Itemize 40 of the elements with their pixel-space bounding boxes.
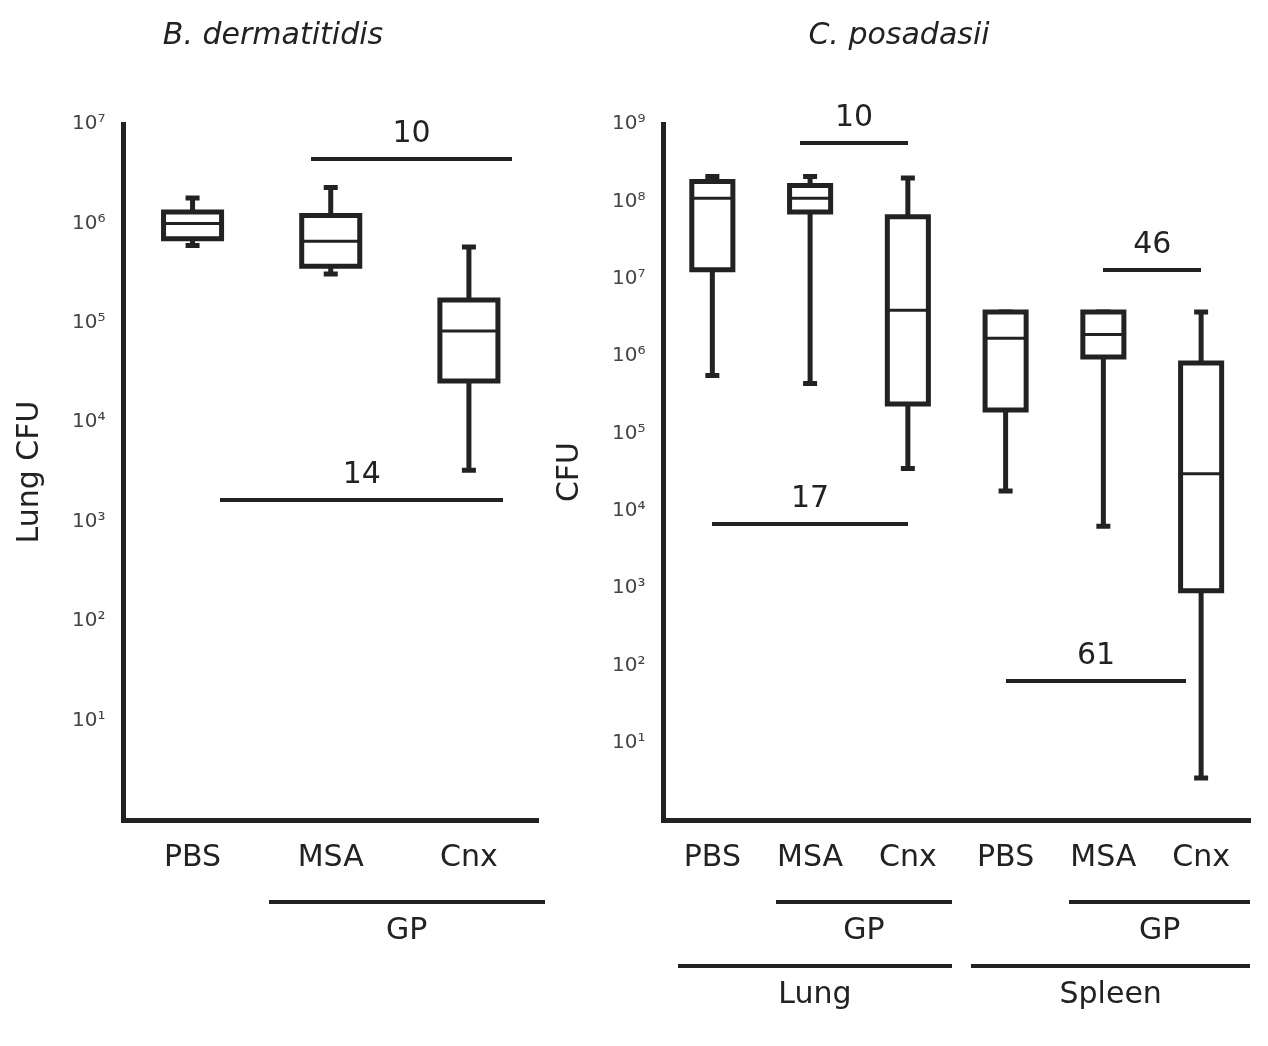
text: Spleen [1058,975,1163,1010]
annotation: 10 [834,98,875,134]
y-tick-label: 10⁵ [612,419,646,444]
y-axis-title: Lung CFU [9,400,45,544]
x-tick-label: Cnx [440,837,498,873]
x-tick-label: Cnx [1172,837,1230,873]
x-tick-label: MSA [777,837,844,873]
chart-title: B. dermatitidis [162,15,384,51]
y-tick-label: 10¹ [612,728,646,753]
annotation: 10 [391,113,432,149]
annotation: 17 [790,479,831,515]
y-tick-label: 10⁷ [612,264,646,289]
x-tick-label: PBS [683,837,741,873]
text: GP [385,911,429,946]
annotation: 46 [1132,225,1173,261]
x-tick-label: MSA [297,837,365,873]
y-tick-label: 10⁷ [72,110,106,135]
chart-title: C. posadasii [808,15,991,51]
annotation: 61 [1075,635,1117,671]
text: GP [1137,911,1182,946]
y-tick-label: 10¹ [72,706,106,731]
y-tick-label: 10² [612,651,646,676]
y-tick-label: 10⁴ [72,408,106,433]
y-tick-label: 10³ [612,574,646,599]
y-tick-label: 10² [72,607,106,632]
y-tick-label: 10⁹ [612,110,646,135]
y-tick-label: 10⁴ [612,496,646,521]
y-tick-label: 10³ [72,507,106,532]
x-tick-label: PBS [163,837,222,873]
y-axis-title: CFU [549,441,585,503]
y-tick-label: 10⁵ [72,309,106,334]
text: GP [842,911,886,946]
x-tick-label: PBS [977,837,1035,873]
x-tick-label: MSA [1070,837,1137,873]
y-tick-label: 10⁸ [612,187,646,212]
x-tick-label: Cnx [879,837,937,873]
text: Lung [777,975,853,1010]
y-tick-label: 10⁶ [72,209,106,234]
annotation: 14 [341,454,382,490]
y-tick-label: 10⁶ [612,342,646,367]
